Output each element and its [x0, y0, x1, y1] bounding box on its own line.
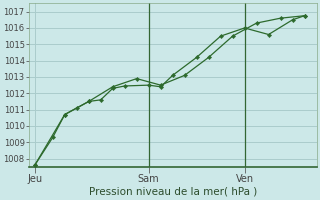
X-axis label: Pression niveau de la mer( hPa ): Pression niveau de la mer( hPa ) [89, 187, 257, 197]
